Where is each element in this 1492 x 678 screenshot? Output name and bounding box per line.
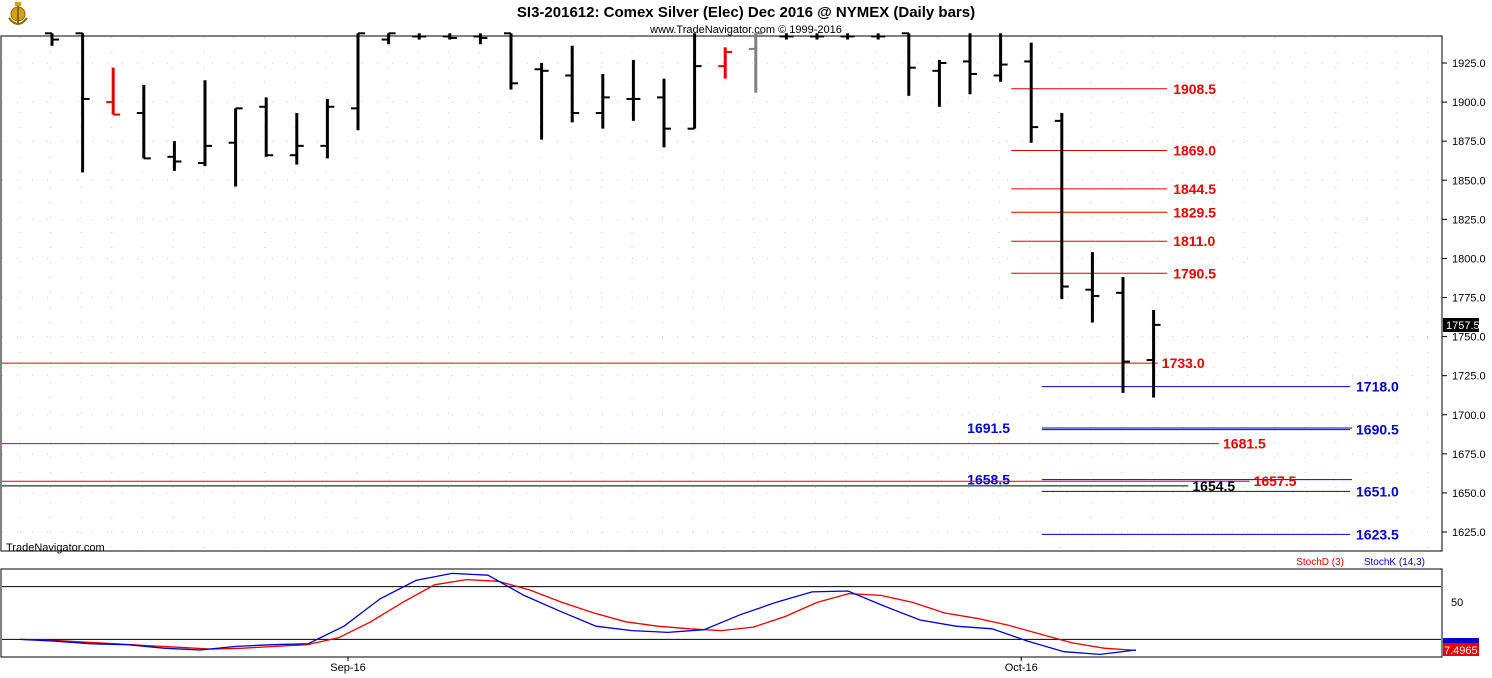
ohlc-bar bbox=[657, 78, 671, 148]
level-label: 1691.5 bbox=[967, 420, 1010, 436]
level-label: 1651.0 bbox=[1356, 483, 1399, 499]
y-tick-label: 1650.0 bbox=[1452, 488, 1486, 500]
stochastic-lines bbox=[19, 572, 1137, 656]
y-tick-label: 1675.0 bbox=[1452, 449, 1486, 461]
ohlc-bar bbox=[259, 97, 274, 157]
ohlc-bar bbox=[381, 32, 396, 45]
ohlc-bar bbox=[198, 80, 212, 167]
ohlc-bar bbox=[351, 32, 365, 131]
y-tick-label: 1900.0 bbox=[1452, 97, 1486, 109]
level-label: 1654.5 bbox=[1192, 478, 1235, 494]
level-label: 1844.5 bbox=[1173, 181, 1216, 197]
level-lines: 1908.5 1869.0 1844.5 1829.5 1811.0 1790.5 1733… bbox=[2, 81, 1399, 542]
y-tick-label: 1825.0 bbox=[1452, 214, 1486, 226]
y-tick-label: 1775.0 bbox=[1452, 293, 1486, 305]
ohlc-bar bbox=[595, 73, 610, 129]
level-label: 1658.5 bbox=[967, 472, 1010, 488]
ohlc-bar bbox=[534, 63, 549, 140]
level-label: 1623.5 bbox=[1356, 526, 1399, 542]
level-label: 1829.5 bbox=[1173, 204, 1216, 220]
level-label: 1790.5 bbox=[1173, 265, 1216, 281]
level-label: 1657.5 bbox=[1254, 473, 1297, 489]
ohlc-bar bbox=[871, 33, 886, 40]
y-tick-label: 1850.0 bbox=[1452, 175, 1486, 187]
level-label: 1869.0 bbox=[1173, 143, 1216, 159]
ohlc-bar bbox=[412, 33, 427, 40]
price-gridlines bbox=[2, 37, 1441, 550]
ohlc-bar bbox=[810, 33, 824, 40]
price-panel bbox=[0, 35, 1443, 552]
level-label: 1908.5 bbox=[1173, 81, 1216, 97]
y-tick-label: 1700.0 bbox=[1452, 410, 1486, 422]
ohlc-bar bbox=[45, 32, 59, 46]
watermark-text: TradeNavigator.com bbox=[6, 542, 105, 554]
stochastic-last-label: 7.4965 bbox=[1444, 645, 1478, 657]
stochastic-gridlines bbox=[2, 586, 1441, 640]
level-label: 1733.0 bbox=[1162, 355, 1205, 371]
ohlc-bar bbox=[504, 32, 518, 90]
y-tick-label: 1800.0 bbox=[1452, 253, 1486, 265]
legend-stochd: StochD (3) bbox=[1296, 557, 1344, 568]
ohlc-bar bbox=[442, 33, 457, 40]
y-tick-label: 1725.0 bbox=[1452, 371, 1486, 383]
ohlc-bar bbox=[840, 33, 855, 40]
y-tick-label: 1625.0 bbox=[1452, 527, 1486, 539]
level-label: 1811.0 bbox=[1173, 233, 1215, 249]
level-label: 1681.5 bbox=[1223, 436, 1266, 452]
price-bars bbox=[45, 32, 1161, 398]
x-tick-label: Sep-16 bbox=[330, 662, 365, 674]
x-axis-ticks: Sep-16 Oct-16 bbox=[330, 657, 1038, 674]
ohlc-bar bbox=[1146, 310, 1161, 398]
ohlc-bar bbox=[106, 67, 121, 116]
ohlc-bar bbox=[779, 33, 794, 40]
x-tick-label: Oct-16 bbox=[1005, 662, 1038, 674]
ohlc-bar bbox=[626, 59, 641, 121]
ohlc-bar bbox=[289, 113, 304, 165]
level-label: 1718.0 bbox=[1356, 379, 1399, 395]
stochastic-last-marker: 7.4965 bbox=[1443, 638, 1479, 657]
ohlc-bar bbox=[565, 45, 580, 123]
ohlc-bar bbox=[993, 33, 1008, 82]
ohlc-bar bbox=[718, 47, 733, 79]
ohlc-bar bbox=[75, 32, 90, 173]
chart-subtitle: www.TradeNavigator.com © 1999-2016 bbox=[649, 24, 842, 36]
stochastic-series-line bbox=[19, 572, 1137, 656]
ohlc-bar bbox=[901, 32, 916, 96]
stochastic-panel bbox=[0, 568, 1443, 658]
ohlc-bar bbox=[748, 32, 763, 93]
ohlc-bar bbox=[320, 98, 335, 159]
ohlc-bar bbox=[963, 33, 977, 95]
y-tick-label: 1875.0 bbox=[1452, 136, 1486, 148]
stochastic-tick-50: 50 bbox=[1451, 597, 1463, 609]
ohlc-bar bbox=[167, 141, 182, 171]
chart-title: SI3-201612: Comex Silver (Elec) Dec 2016… bbox=[517, 4, 975, 21]
ohlc-bar bbox=[136, 84, 151, 160]
ohlc-bar bbox=[228, 107, 243, 187]
ohlc-bar bbox=[1054, 113, 1069, 300]
ohlc-bar bbox=[1085, 252, 1100, 323]
tradenavigator-logo-icon bbox=[8, 2, 28, 25]
level-label: 1690.5 bbox=[1356, 422, 1399, 438]
price-axis-ticks: 1925.0 1900.0 1875.0 1850.0 1825.0 1800.0 1775… bbox=[1442, 58, 1486, 539]
last-price-marker: 1757.5 bbox=[1443, 318, 1480, 332]
legend-stochk: StochK (14,3) bbox=[1364, 557, 1425, 568]
y-tick-label: 1750.0 bbox=[1452, 332, 1486, 344]
ohlc-bar bbox=[473, 33, 488, 45]
ohlc-bar bbox=[1024, 42, 1039, 143]
ohlc-bar bbox=[932, 59, 947, 107]
y-tick-label: 1925.0 bbox=[1452, 58, 1486, 70]
ohlc-bar bbox=[1116, 277, 1130, 393]
last-price-label: 1757.5 bbox=[1446, 320, 1480, 332]
ohlc-bar bbox=[687, 33, 702, 130]
